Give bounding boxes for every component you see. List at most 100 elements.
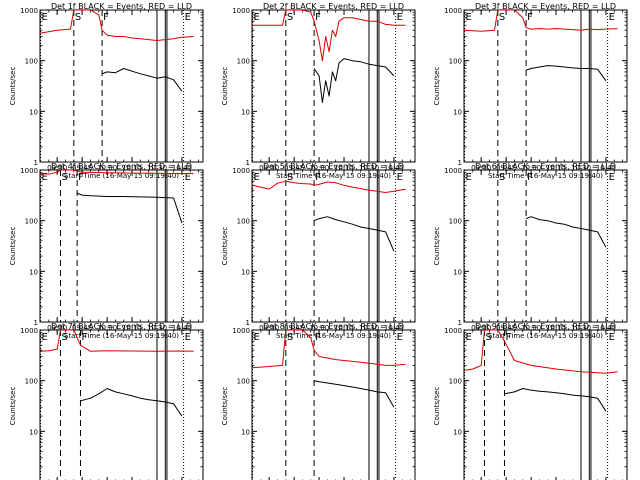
x-tick-label: 09:30 bbox=[471, 324, 491, 332]
x-tick-label: 10:15 bbox=[546, 164, 566, 172]
y-axis-label: Counts/sec bbox=[433, 67, 441, 106]
panel-title: Det 2f BLACK = Events, RED = LLD bbox=[263, 2, 404, 11]
y-axis-label: Counts/sec bbox=[433, 227, 441, 266]
x-tick-label: 10:45 bbox=[384, 324, 404, 332]
x-tick-label: 10:45 bbox=[384, 164, 404, 172]
marker-letter: E bbox=[254, 332, 260, 343]
marker-letter: E bbox=[609, 332, 615, 343]
panel-det-8: Det 8f BLACK = Events, RED = LLD 1 10 100 10… bbox=[221, 322, 416, 480]
series-line-events bbox=[525, 65, 607, 82]
panel-title: Det 6f BLACK = Events, RED = LLD bbox=[475, 162, 616, 171]
panel-det-5: Det 5f BLACK = Events, RED = LLD11010010… bbox=[221, 162, 416, 340]
marker-letter: E bbox=[397, 12, 403, 23]
marker-letter: F bbox=[315, 332, 321, 343]
series-line-events bbox=[313, 380, 395, 408]
x-tick-label: 09:45 bbox=[72, 164, 92, 172]
x-axis-label: Start Time (16-May-15 09:19:40) bbox=[64, 172, 179, 180]
panel-title: Det 1f BLACK = Events, RED = LLD bbox=[51, 2, 192, 11]
series-line-lld bbox=[464, 330, 618, 374]
marker-lines bbox=[464, 330, 609, 480]
x-tick-label: 10:15 bbox=[334, 324, 354, 332]
marker-letter: S bbox=[62, 332, 68, 343]
y-tick-label: 1 bbox=[246, 319, 250, 327]
plot-frame bbox=[463, 329, 628, 480]
x-tick-label: 10:30 bbox=[359, 324, 379, 332]
y-axis-label: Counts/sec bbox=[9, 67, 17, 106]
marker-letter: S bbox=[287, 12, 293, 23]
y-tick-label: 1 bbox=[458, 159, 462, 167]
x-tick-label: 10:00 bbox=[309, 324, 329, 332]
x-tick-label: 09:30 bbox=[47, 324, 67, 332]
y-tick-label: 100 bbox=[25, 58, 38, 66]
series-line-lld bbox=[40, 10, 194, 41]
series-group bbox=[252, 180, 406, 252]
marker-letter: F bbox=[505, 332, 511, 343]
x-axis-label: Start Time (16-May-15 09:19:40) bbox=[276, 332, 391, 340]
series-line-lld bbox=[40, 330, 194, 352]
marker-letter: E bbox=[254, 172, 260, 183]
y-tick-label: 10 bbox=[29, 108, 38, 116]
series-group bbox=[40, 330, 194, 417]
y-tick-label: 100 bbox=[449, 218, 462, 226]
x-tick-label: 09:30 bbox=[259, 324, 279, 332]
marker-letter: E bbox=[42, 12, 48, 23]
series-line-lld bbox=[464, 10, 618, 32]
y-tick-label: 10 bbox=[453, 428, 462, 436]
y-tick-label: 10 bbox=[241, 268, 250, 276]
x-tick-label: 10:00 bbox=[97, 164, 117, 172]
marker-letter: E bbox=[185, 172, 191, 183]
marker-letter: E bbox=[609, 12, 615, 23]
panel-det-7: Det 7f BLACK = Events, RED = LLD 1 10 100 10… bbox=[9, 322, 204, 480]
y-tick-label: 10 bbox=[29, 428, 38, 436]
y-tick-label: 10 bbox=[453, 268, 462, 276]
panel-det-2: Det 2f BLACK = Events, RED = LLD 1 10 100 10… bbox=[221, 2, 416, 180]
y-tick-label: 1 bbox=[458, 319, 462, 327]
marker-letter: F bbox=[527, 12, 533, 23]
plot-frame bbox=[39, 329, 204, 480]
marker-letter: F bbox=[527, 172, 533, 183]
x-tick-label: 10:15 bbox=[546, 324, 566, 332]
marker-lines bbox=[252, 10, 397, 162]
x-tick-label: 10:30 bbox=[571, 164, 591, 172]
marker-letter: E bbox=[397, 332, 403, 343]
marker-letter: E bbox=[609, 172, 615, 183]
y-tick-label: 10 bbox=[241, 108, 250, 116]
y-tick-label: 100 bbox=[237, 378, 250, 386]
x-tick-label: 10:15 bbox=[122, 324, 142, 332]
x-tick-label: 10:15 bbox=[122, 164, 142, 172]
plot-frame bbox=[251, 329, 416, 480]
x-tick-label: 09:45 bbox=[496, 324, 516, 332]
y-tick-label: 1 bbox=[34, 319, 38, 327]
marker-lines bbox=[464, 170, 609, 322]
x-tick-label: 10:00 bbox=[521, 164, 541, 172]
marker-letter: F bbox=[315, 172, 321, 183]
series-group bbox=[252, 10, 406, 103]
series-line-events bbox=[504, 388, 607, 412]
series-line-events bbox=[313, 58, 395, 103]
marker-letter: F bbox=[78, 172, 84, 183]
series-group bbox=[40, 10, 194, 92]
y-tick-label: 10 bbox=[29, 268, 38, 276]
series-line-events bbox=[101, 68, 183, 92]
x-axis-label: Start Time (16-May-15 09:19:40) bbox=[488, 332, 603, 340]
series-group bbox=[464, 10, 618, 82]
x-tick-label: 09:30 bbox=[47, 164, 67, 172]
panel-title: Det 8f BLACK = Events, RED = LLD bbox=[263, 322, 404, 331]
y-tick-label: 100 bbox=[449, 378, 462, 386]
marker-lines bbox=[40, 330, 185, 480]
x-tick-label: 09:45 bbox=[284, 324, 304, 332]
y-axis-label: Counts/sec bbox=[221, 227, 229, 266]
marker-letter: E bbox=[466, 172, 472, 183]
panel-det-3: Det 3f BLACK = Events, RED = LLD 1 10 100 10… bbox=[433, 2, 628, 180]
panel-det-1: Det 1f BLACK = Events, RED = LLD 1 10 100 10… bbox=[9, 2, 204, 180]
panel-det-6: Det 6f BLACK = Events, RED = LLD11010010… bbox=[433, 162, 628, 340]
marker-lines bbox=[252, 170, 397, 322]
marker-lines bbox=[40, 170, 185, 322]
marker-letter: E bbox=[185, 12, 191, 23]
y-tick-label: 1000 bbox=[20, 327, 38, 335]
y-tick-label: 100 bbox=[237, 58, 250, 66]
y-tick-label: 1000 bbox=[232, 327, 250, 335]
marker-letter: S bbox=[499, 12, 505, 23]
y-tick-label: 1000 bbox=[444, 327, 462, 335]
